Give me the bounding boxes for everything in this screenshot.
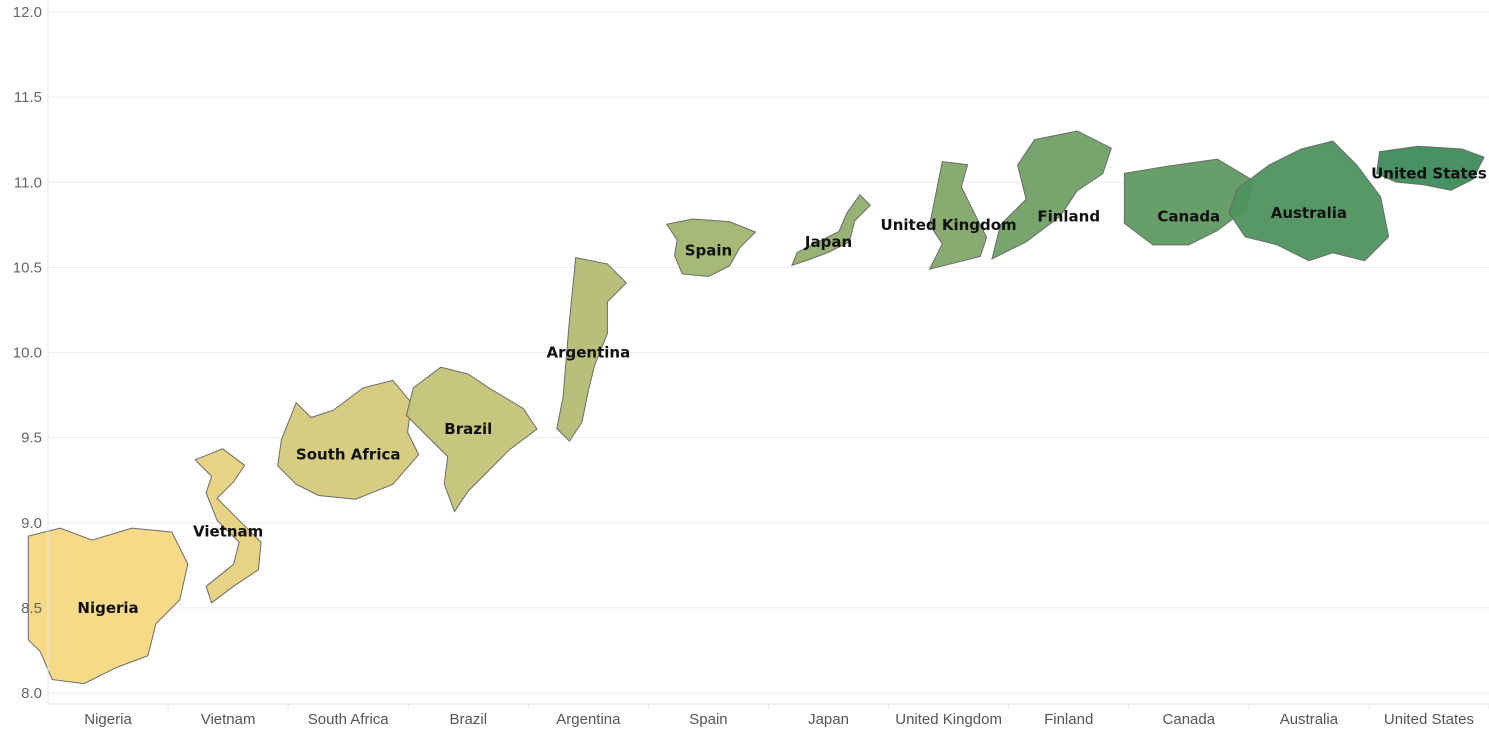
marks-layer (27, 130, 1485, 685)
data-label: South Africa (296, 446, 401, 464)
data-label: Brazil (444, 420, 492, 438)
x-tick-label: Canada (1163, 711, 1216, 728)
y-tick-label: 8.5 (21, 600, 42, 617)
y-tick-label: 11.5 (14, 89, 42, 106)
x-tick-label: Nigeria (84, 711, 132, 728)
country-mark-japan[interactable] (791, 194, 872, 267)
labels-layer: Nigeria Vietnam South Africa Brazil Argentin… (77, 165, 1486, 617)
country-mark-spain[interactable] (665, 218, 757, 278)
country-mark-finland[interactable] (991, 130, 1112, 260)
y-axis: 8.0 8.5 9.0 9.5 10.0 10.5 11.0 11.5 12.0 (13, 0, 49, 704)
x-tick-label: Argentina (556, 711, 621, 728)
country-mark-australia[interactable] (1228, 140, 1390, 262)
x-tick-label: Vietnam (201, 711, 256, 728)
data-label: Spain (685, 241, 732, 259)
y-tick-label: 12.0 (13, 4, 42, 21)
grid-layer (48, 11, 1489, 694)
y-tick-label: 8.0 (21, 685, 42, 702)
country-mark-canada[interactable] (1123, 158, 1254, 246)
data-label: Argentina (547, 344, 631, 362)
data-label: United Kingdom (881, 216, 1017, 234)
country-mark-brazil[interactable] (405, 366, 538, 513)
data-label: Finland (1037, 207, 1100, 225)
y-tick-label: 10.0 (13, 345, 42, 362)
y-tick-label: 10.5 (13, 259, 42, 276)
country-mark-nigeria[interactable] (27, 527, 189, 685)
country-mark-united-kingdom[interactable] (928, 161, 988, 270)
x-tick-label: Japan (808, 711, 849, 728)
x-tick-label: Spain (689, 711, 727, 728)
data-label: Australia (1271, 204, 1347, 222)
country-mark-south-africa[interactable] (277, 379, 420, 500)
x-tick-label: United States (1384, 711, 1474, 728)
data-label: Japan (804, 233, 852, 251)
x-tick-label: Australia (1280, 711, 1339, 728)
y-tick-label: 9.5 (21, 430, 42, 447)
x-axis: Nigeria Vietnam South Africa Brazil Argentin… (48, 703, 1489, 728)
data-label: Canada (1157, 207, 1220, 225)
y-tick-label: 9.0 (21, 515, 42, 532)
data-label: Vietnam (193, 522, 263, 540)
country-mark-argentina[interactable] (556, 257, 628, 442)
y-tick-label: 11.0 (14, 174, 42, 191)
country-mark-vietnam[interactable] (194, 448, 262, 604)
x-tick-label: Brazil (450, 711, 488, 728)
x-tick-label: Finland (1044, 711, 1093, 728)
x-tick-label: United Kingdom (895, 711, 1002, 728)
x-tick-label: South Africa (308, 711, 390, 728)
data-label: Nigeria (77, 599, 138, 617)
country-mark-united-states[interactable] (1376, 145, 1485, 191)
data-label: United States (1371, 165, 1487, 183)
